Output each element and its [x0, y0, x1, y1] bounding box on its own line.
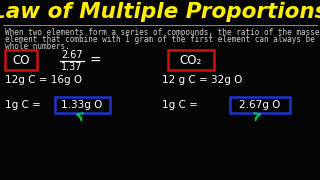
Text: When two elements form a series of compounds, the ratio of the masses of the 2nd: When two elements form a series of compo… — [5, 28, 320, 37]
Text: 1g C =: 1g C = — [162, 100, 198, 110]
Text: 1.33g O: 1.33g O — [61, 100, 103, 110]
Text: Law of Multiple Proportions: Law of Multiple Proportions — [0, 2, 320, 22]
Text: 1.37: 1.37 — [61, 62, 83, 72]
Bar — [55, 97, 110, 113]
Bar — [230, 97, 290, 113]
Text: element that combine with 1 gram of the first element can always be reduced to s: element that combine with 1 gram of the … — [5, 35, 320, 44]
Text: CO₂: CO₂ — [180, 53, 202, 66]
Text: 1g C =: 1g C = — [5, 100, 41, 110]
Text: 12 g C = 32g O: 12 g C = 32g O — [162, 75, 242, 85]
Text: 2.67g O: 2.67g O — [239, 100, 281, 110]
Text: =: = — [89, 54, 101, 68]
Text: 2.67: 2.67 — [61, 50, 83, 60]
Text: 12g C = 16g O: 12g C = 16g O — [5, 75, 82, 85]
Text: whole numbers.: whole numbers. — [5, 42, 70, 51]
Bar — [168, 50, 214, 70]
Text: CO: CO — [12, 53, 30, 66]
Bar — [5, 50, 37, 70]
